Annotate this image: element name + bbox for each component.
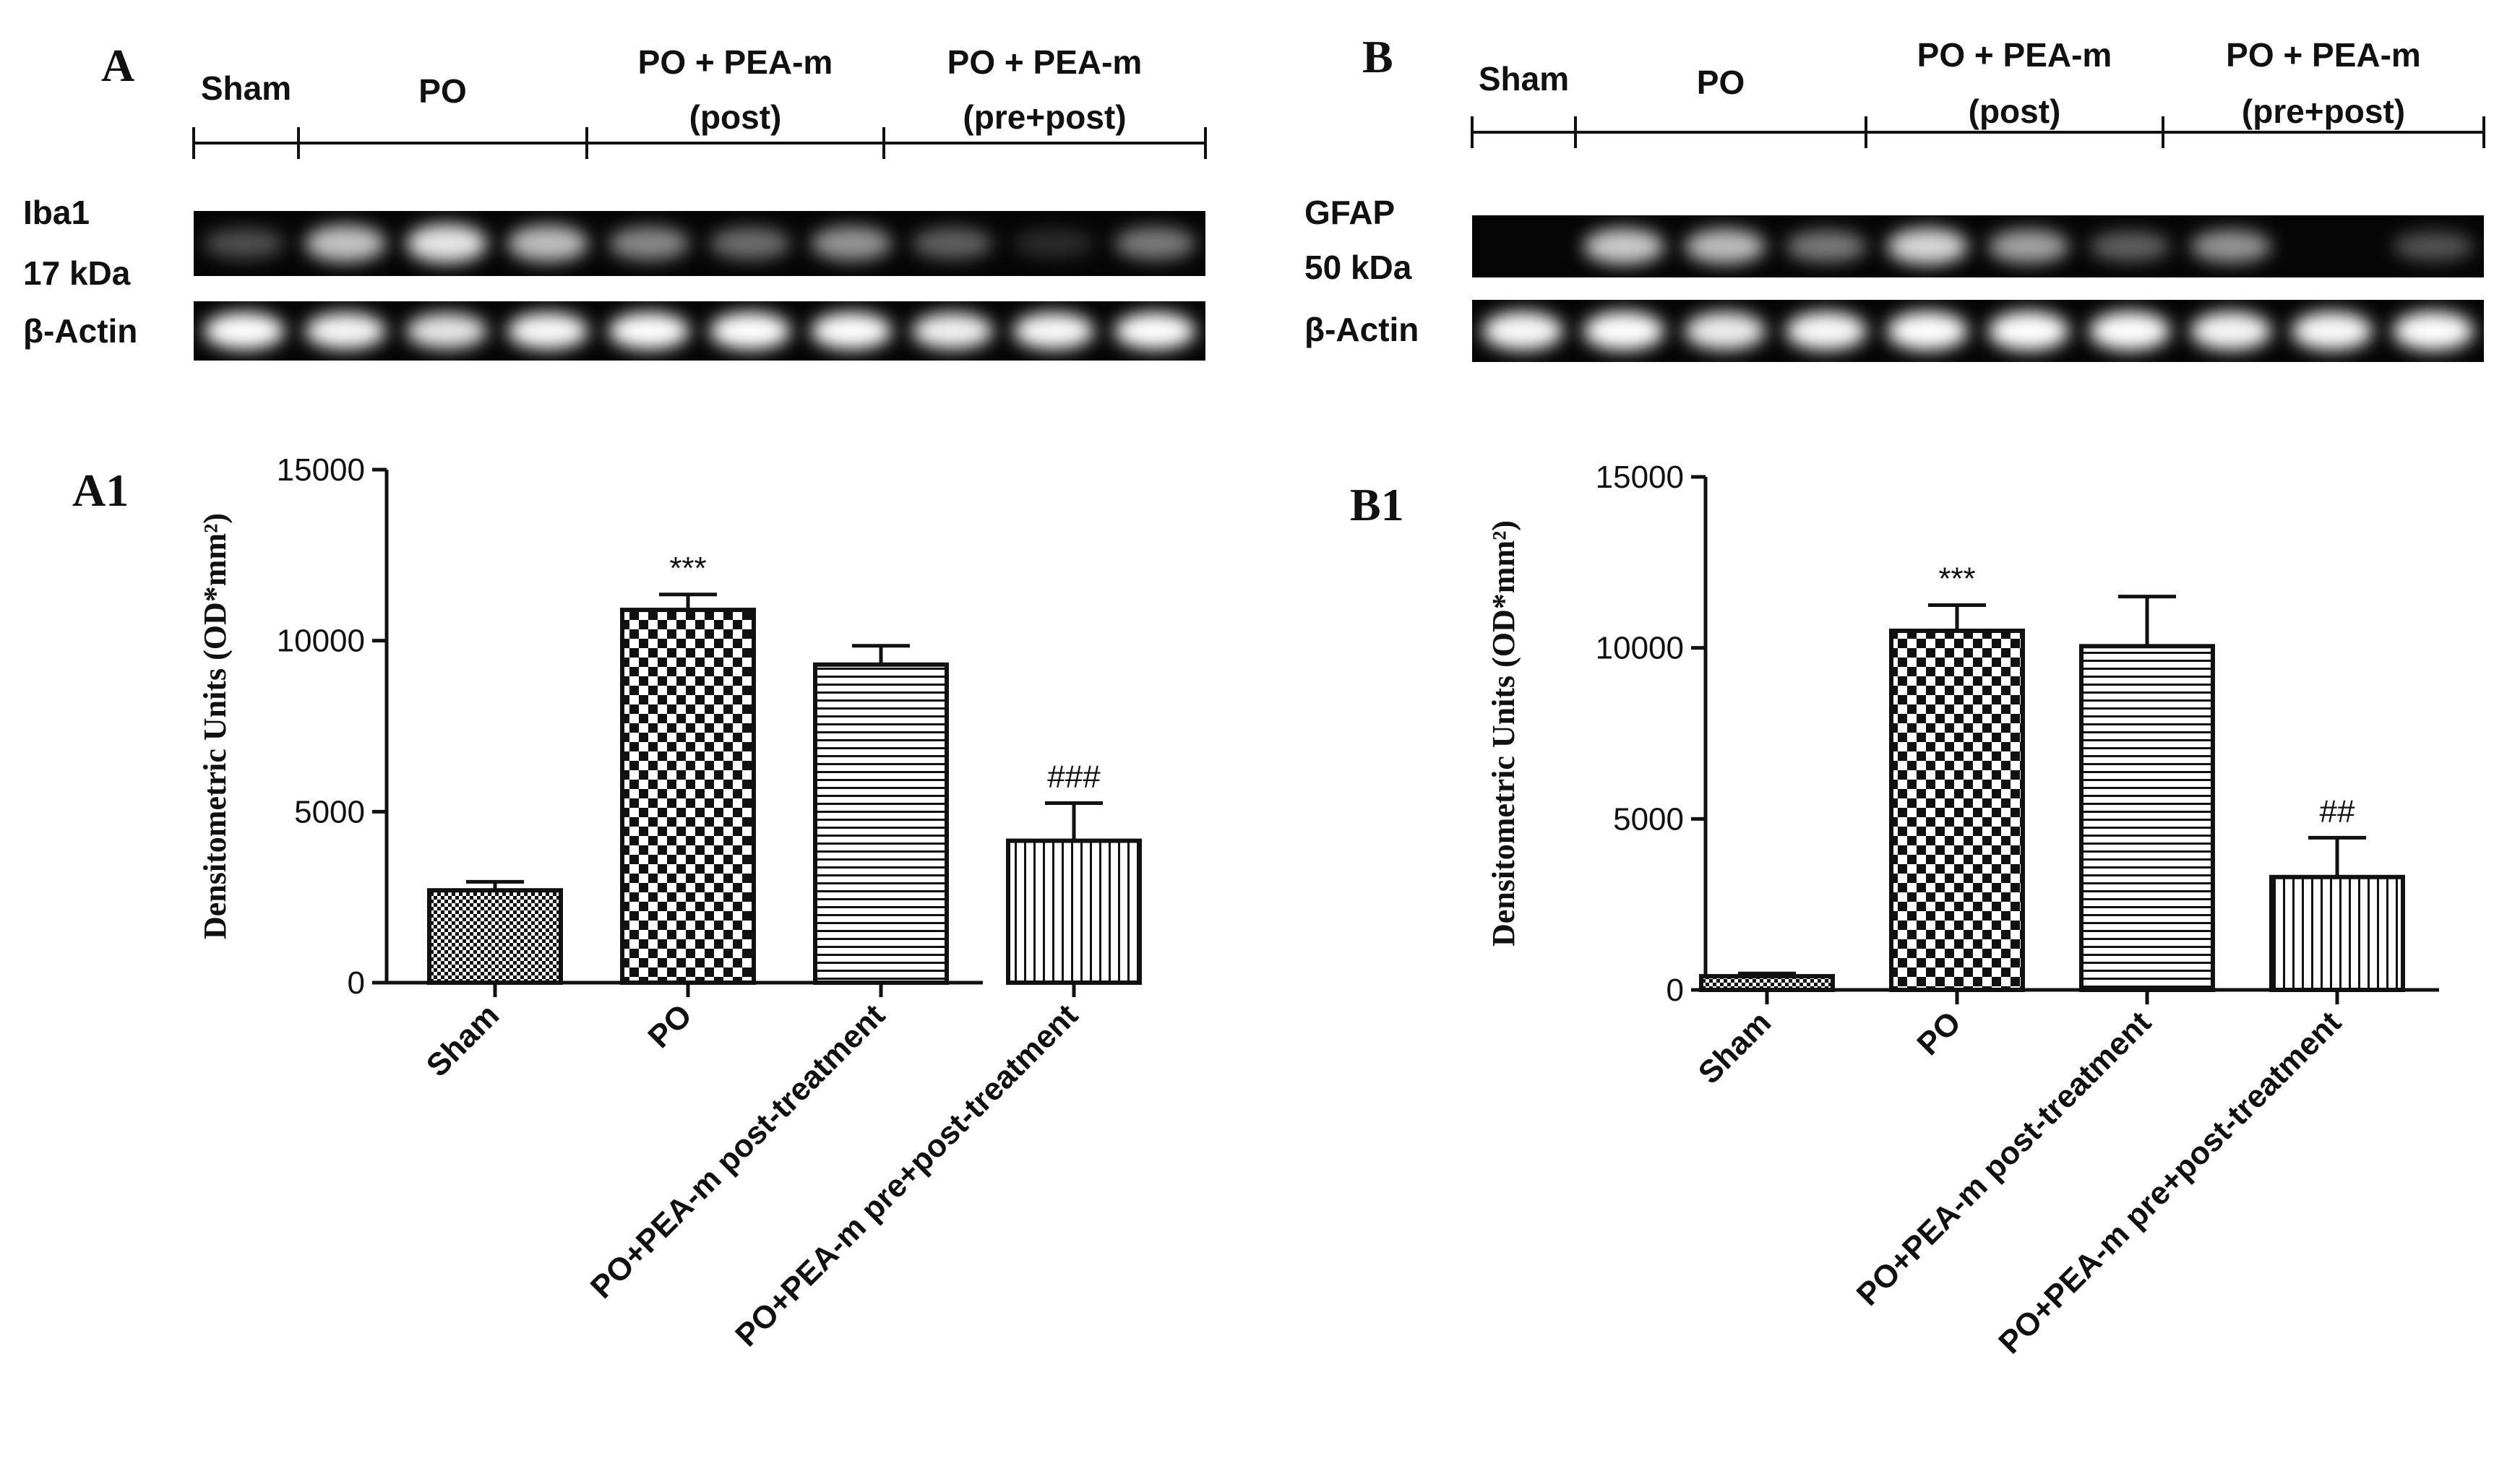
blot-band	[2190, 311, 2271, 350]
y-tick-label: 5000	[1613, 801, 1684, 837]
y-tick-label: 15000	[1596, 460, 1684, 495]
y-tick-label: 5000	[294, 794, 365, 829]
blot-band	[1887, 228, 1968, 265]
blot-band	[1786, 311, 1867, 350]
bar	[1699, 974, 1835, 992]
lane-group-label: PO	[1697, 64, 1745, 101]
x-category-label: Sham	[1692, 1004, 1778, 1090]
blot-band	[710, 227, 791, 260]
blot-band	[2393, 231, 2474, 262]
blot-band	[2292, 311, 2373, 350]
bar	[813, 662, 949, 985]
panel-b-blot: B Sham PO PO + PEA-m (post) PO + PEA-m (pre+p…	[1304, 31, 2485, 362]
blot-a-bands: Sham PO PO + PEA-m (post) PO + PEA-m (pre+pos…	[23, 43, 1207, 361]
bar	[427, 888, 563, 985]
chart-b1: B1 0 5000 10000 15000 Densitometric Units (O…	[1350, 460, 2439, 1361]
x-category-label: Sham	[420, 997, 506, 1083]
blot-band	[912, 312, 993, 350]
significance-label: ###	[1047, 759, 1101, 795]
lane-group-label: PO + PEA-m (post)	[1917, 36, 2112, 130]
lane-group-label: Sham	[201, 69, 291, 107]
y-tick-label: 10000	[277, 624, 365, 659]
bar	[620, 608, 756, 985]
x-category-label: PO+PEA-m pre+post-treatment	[1992, 1004, 2348, 1361]
blot-b-bands: Sham PO PO + PEA-m (post) PO + PEA-m (pre+pos…	[1304, 36, 2485, 362]
blot-band	[609, 312, 689, 350]
chart-letter-b1: B1	[1350, 479, 1404, 530]
blot-band	[1685, 311, 1766, 350]
chart-a1-plot: 0 5000 10000 15000 Densitometric Units (OD*m…	[197, 452, 1142, 1353]
x-category-label: PO+PEA-m pre+post-treatment	[728, 997, 1085, 1353]
y-tick-label: 15000	[277, 452, 365, 488]
blot-band	[204, 312, 285, 350]
blot-band	[1583, 311, 1664, 351]
blot-row-label: β-Actin	[1304, 311, 1419, 348]
blot-band	[507, 312, 588, 350]
panel-letter-a: A	[101, 40, 134, 91]
blot-band	[1013, 229, 1094, 258]
blot-band	[204, 228, 285, 259]
x-category-label: PO	[641, 997, 699, 1055]
blot-band	[2190, 230, 2271, 263]
blot-band	[811, 226, 892, 261]
blot-band	[710, 312, 791, 350]
significance-label: ##	[2320, 793, 2355, 829]
lane-group-label: Sham	[1479, 60, 1569, 98]
blot-band	[1583, 228, 1664, 264]
blot-band	[305, 312, 386, 350]
blot-band	[507, 225, 588, 262]
blot-band	[406, 313, 487, 349]
blot-band	[1482, 311, 1563, 350]
blot-band	[1988, 311, 2069, 351]
blot-band	[1685, 228, 1766, 264]
y-axis-title: Densitometric Units (OD*mm²)	[197, 513, 233, 939]
y-tick-label: 0	[1667, 973, 1684, 1008]
blot-band	[609, 226, 689, 261]
bar	[1006, 838, 1142, 985]
x-category-label: PO+PEA-m post-treatment	[1850, 1004, 2158, 1312]
blot-row-label: β-Actin	[23, 312, 137, 350]
bar	[2079, 644, 2215, 992]
lane-group-label: PO + PEA-m (post)	[638, 43, 833, 136]
panel-a-blot: A Sham PO PO + PEA-m (post) PO + PEA-m (pre+p…	[23, 40, 1207, 361]
chart-b1-plot: 0 5000 10000 15000 Densitometric Units (OD*m…	[1486, 460, 2439, 1361]
y-tick-label: 10000	[1596, 631, 1684, 666]
x-category-label: PO	[1910, 1004, 1968, 1062]
significance-label: ***	[669, 551, 706, 586]
blot-band	[2089, 311, 2170, 351]
bar	[1889, 629, 2025, 992]
blot-band	[406, 223, 487, 264]
blot-band	[1114, 312, 1195, 350]
y-tick-label: 0	[348, 965, 365, 1001]
blot-band	[2089, 231, 2170, 262]
lane-group-label: PO + PEA-m (pre+post)	[947, 43, 1143, 136]
blot-band	[1988, 229, 2069, 264]
chart-a1: A1 0 5000 10000 15000 Densitometric Units (O…	[72, 452, 1142, 1353]
blot-band	[305, 225, 386, 262]
blot-band	[1887, 311, 1968, 351]
blot-band	[1786, 230, 1867, 262]
significance-label: ***	[1938, 561, 1975, 597]
blot-row-label: Iba1 17 kDa	[23, 194, 131, 292]
blot-row-label: GFAP 50 kDa	[1304, 194, 1412, 286]
panel-letter-b: B	[1362, 31, 1393, 82]
lane-group-label: PO	[418, 72, 466, 110]
blot-band	[811, 312, 892, 350]
blot-band	[1114, 227, 1195, 260]
chart-letter-a1: A1	[72, 465, 129, 516]
blot-band	[2393, 311, 2474, 351]
y-axis-title: Densitometric Units (OD*mm²)	[1486, 520, 1521, 947]
bar	[2269, 874, 2405, 993]
lane-group-label: PO + PEA-m (pre+post)	[2226, 36, 2421, 130]
blot-band	[912, 228, 993, 259]
blot-band	[1013, 312, 1094, 350]
